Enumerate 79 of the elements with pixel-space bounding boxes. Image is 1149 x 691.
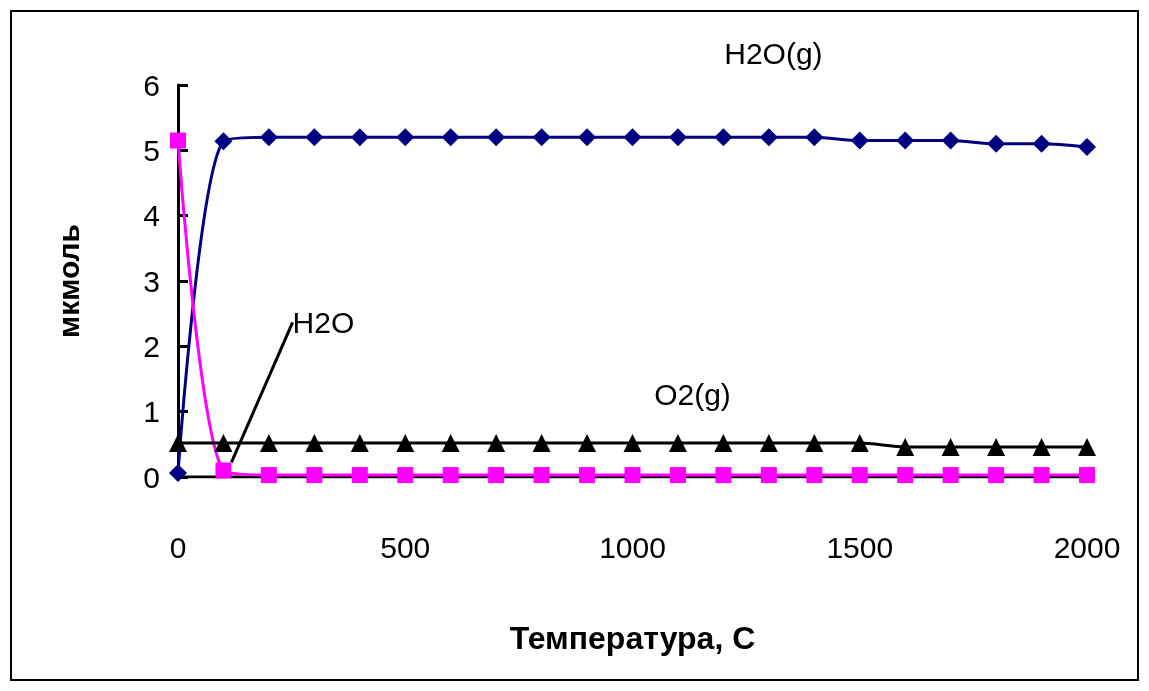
point — [714, 434, 733, 453]
point — [259, 434, 278, 453]
y-tick-label: 4 — [143, 199, 160, 233]
point — [1078, 437, 1096, 456]
point — [532, 434, 551, 453]
point — [987, 134, 1006, 153]
point — [578, 128, 597, 147]
point — [397, 467, 414, 484]
point — [442, 467, 459, 484]
point — [715, 467, 732, 484]
point — [441, 128, 460, 147]
point — [806, 467, 823, 484]
y-axis-title: мкмоль — [51, 223, 85, 339]
point — [668, 128, 687, 147]
x-tick-label: 1000 — [599, 530, 666, 564]
point — [396, 434, 415, 453]
point — [532, 128, 551, 147]
point — [805, 434, 824, 453]
point — [668, 434, 687, 453]
text: H2O — [292, 305, 355, 339]
point — [1078, 138, 1096, 157]
point — [260, 467, 277, 484]
x-tick-label: 500 — [380, 530, 431, 564]
series-label: H2O(g) — [724, 36, 823, 70]
point — [805, 128, 824, 147]
point — [987, 437, 1006, 456]
point — [941, 131, 960, 150]
point — [578, 434, 597, 453]
y-tick-label: 3 — [143, 264, 160, 298]
x-axis-title: Температура, С — [509, 620, 756, 656]
point — [851, 467, 868, 484]
point — [350, 128, 369, 147]
point — [897, 467, 914, 484]
point — [214, 434, 233, 453]
x-tick-label: 1500 — [826, 530, 894, 564]
point — [488, 467, 505, 484]
point — [759, 128, 778, 147]
y-tick-label: 5 — [143, 133, 160, 167]
y-tick-label: 1 — [143, 395, 160, 429]
y-tick-label: 0 — [143, 460, 160, 494]
point — [759, 434, 778, 453]
point — [850, 434, 869, 453]
y-tick-label: 6 — [143, 68, 160, 102]
point — [1032, 437, 1051, 456]
point — [441, 434, 460, 453]
x-tick-label: 0 — [169, 530, 187, 564]
point — [669, 467, 686, 484]
point — [623, 128, 642, 147]
point — [942, 467, 959, 484]
point — [170, 132, 186, 149]
point — [306, 467, 323, 484]
point — [259, 128, 278, 147]
point — [215, 462, 232, 479]
point — [623, 434, 642, 453]
point — [896, 131, 915, 150]
point — [305, 434, 324, 453]
series-label: O2(g) — [654, 377, 731, 411]
point — [941, 437, 960, 456]
x-tick-label: 2000 — [1053, 530, 1121, 564]
point — [896, 437, 915, 456]
point — [487, 128, 506, 147]
point — [350, 434, 369, 453]
point — [714, 128, 733, 147]
point — [214, 132, 233, 151]
point — [1033, 467, 1050, 484]
point — [624, 467, 641, 484]
point — [1032, 134, 1051, 153]
point — [169, 434, 187, 453]
point — [760, 467, 777, 484]
point — [850, 131, 869, 150]
point — [305, 128, 324, 147]
point — [487, 434, 506, 453]
point — [533, 467, 550, 484]
point — [579, 467, 596, 484]
y-tick-label: 2 — [143, 329, 160, 363]
point — [396, 128, 415, 147]
point — [988, 467, 1005, 484]
point — [1079, 467, 1095, 484]
point — [351, 467, 368, 484]
